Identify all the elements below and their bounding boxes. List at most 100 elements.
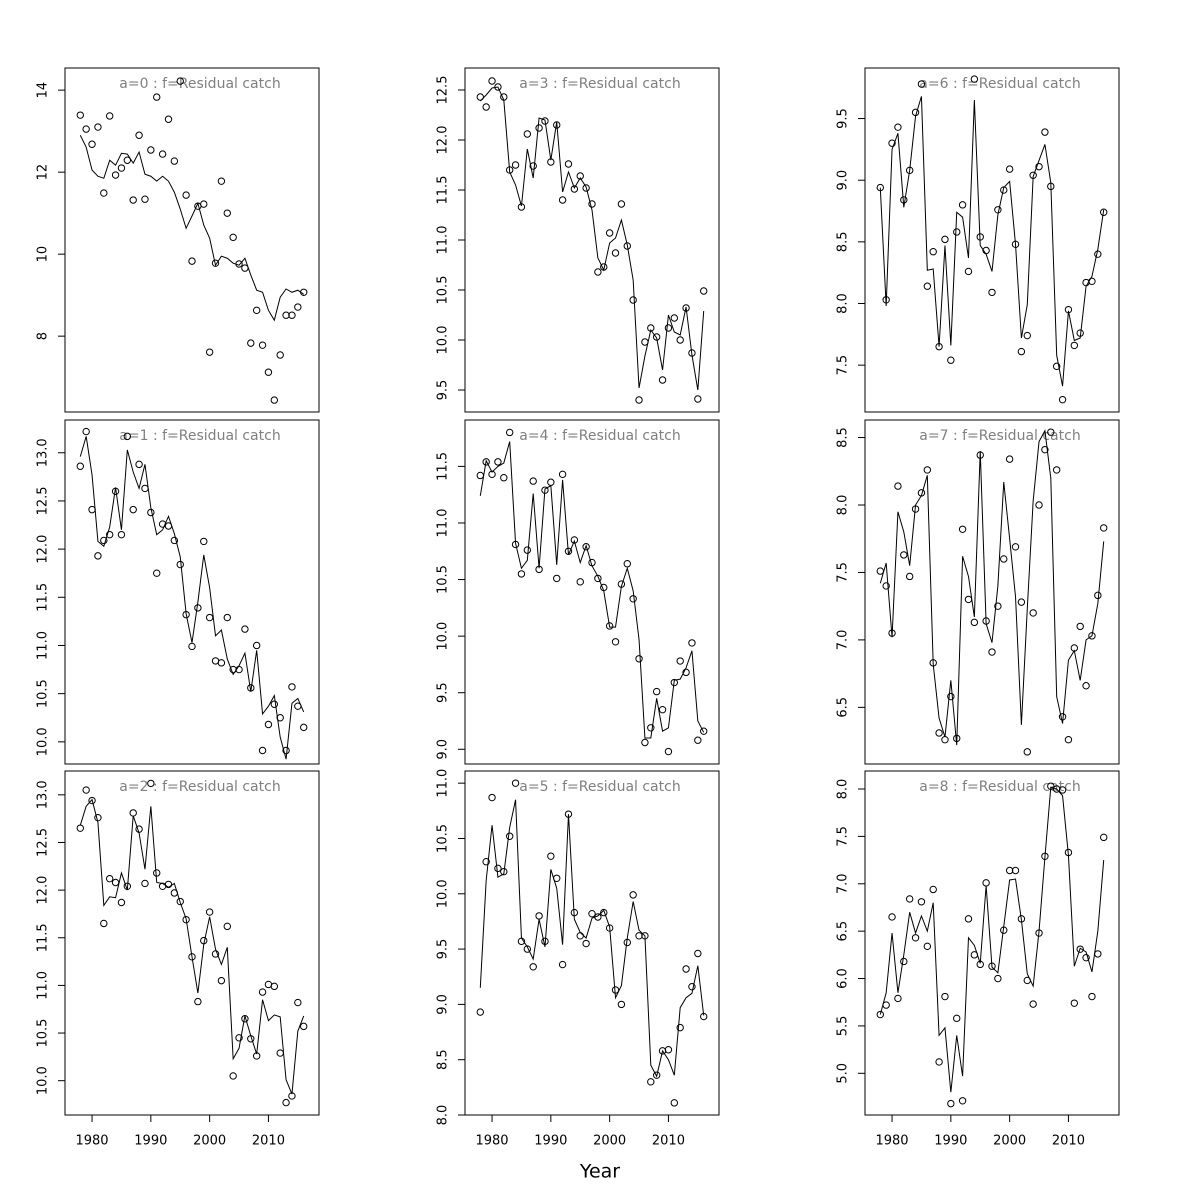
panel-title: a=1 : f=Residual catch (119, 428, 280, 444)
y-tick-label: 10.0 (36, 727, 51, 756)
data-point (252, 641, 261, 650)
data-point (964, 267, 973, 276)
data-point (700, 287, 708, 295)
data-point (970, 75, 979, 83)
y-tick-label: 12.0 (36, 876, 51, 905)
data-point (994, 602, 1002, 610)
y-tick-label: 9.5 (836, 108, 851, 129)
data-point (1100, 524, 1108, 532)
data-point (517, 570, 526, 578)
y-tick-label: 8.0 (836, 495, 851, 516)
data-point (1052, 362, 1061, 371)
data-point (294, 303, 302, 311)
data-point (882, 582, 890, 590)
data-point (205, 613, 214, 622)
data-point (494, 864, 502, 873)
data-point (1100, 833, 1108, 842)
data-point (229, 233, 237, 242)
data-point (211, 259, 220, 267)
data-point (100, 536, 108, 545)
data-point (494, 458, 502, 466)
data-point (288, 683, 296, 691)
data-point (164, 115, 173, 123)
data-point (876, 1010, 884, 1019)
y-tick-label: 10.0 (436, 879, 451, 908)
data-point (153, 93, 161, 101)
y-tick-label: 12.0 (436, 126, 451, 155)
data-point (1005, 866, 1014, 875)
panel-frame (464, 419, 720, 765)
data-point (947, 1099, 955, 1108)
data-point (188, 257, 196, 265)
x-tick-label: 2000 (193, 1134, 226, 1149)
y-tick-label: 6.5 (836, 697, 851, 718)
data-point (270, 700, 279, 708)
data-point (147, 146, 155, 154)
data-point (553, 574, 561, 583)
data-point (694, 736, 702, 744)
data-point (129, 505, 137, 514)
data-point (905, 895, 914, 903)
data-point (1041, 128, 1049, 136)
fitted-line (479, 799, 705, 1078)
data-point (500, 867, 508, 876)
data-point (594, 268, 602, 276)
data-point (658, 376, 667, 384)
data-point (1017, 598, 1026, 606)
data-point (929, 885, 937, 894)
data-point (652, 687, 661, 696)
data-point (170, 536, 179, 545)
fitted-line (879, 96, 1105, 387)
y-tick-label: 7.0 (836, 630, 851, 651)
data-point (176, 560, 184, 569)
panel-title: a=7 : f=Residual catch (919, 428, 1080, 444)
data-point (935, 729, 943, 737)
y-tick-label: 9.5 (436, 682, 451, 703)
y-tick-label: 11.0 (36, 971, 51, 1000)
data-point (635, 396, 643, 404)
x-axis-title: Year (579, 1161, 620, 1183)
fitted-line (479, 86, 705, 391)
data-point (664, 747, 673, 756)
data-point (876, 567, 884, 575)
data-point (141, 195, 149, 203)
data-point (1076, 622, 1084, 631)
data-point (129, 809, 137, 817)
x-tick-label: 2010 (252, 1134, 285, 1149)
data-point (953, 228, 961, 236)
data-point (523, 945, 532, 953)
panel-frame (464, 770, 720, 1116)
data-point (958, 201, 967, 209)
data-point (1094, 591, 1102, 600)
data-point (1052, 466, 1061, 474)
data-point (282, 311, 290, 319)
data-point (170, 157, 179, 165)
data-point (1035, 162, 1043, 171)
data-point (494, 83, 502, 91)
data-point (100, 919, 108, 928)
data-point (1070, 999, 1079, 1007)
panel-frame (64, 67, 320, 413)
y-tick-label: 11.0 (436, 226, 451, 255)
data-point (623, 242, 631, 250)
data-point (300, 1022, 308, 1031)
data-point (623, 560, 631, 568)
data-point (217, 659, 226, 667)
data-point (100, 189, 108, 197)
data-point (894, 482, 902, 490)
data-point (1017, 347, 1026, 356)
data-point (629, 891, 637, 899)
data-point (529, 162, 537, 170)
data-point (135, 131, 143, 139)
data-point (147, 779, 155, 788)
data-point (1023, 748, 1031, 756)
x-tick-label: 1990 (934, 1134, 967, 1149)
data-point (1070, 341, 1079, 350)
data-point (241, 1015, 249, 1023)
data-point (1058, 786, 1067, 794)
data-point (547, 478, 555, 486)
data-point (105, 112, 114, 120)
x-tick-label: 2010 (652, 1134, 685, 1149)
data-point (211, 950, 220, 958)
data-point (235, 1034, 243, 1042)
